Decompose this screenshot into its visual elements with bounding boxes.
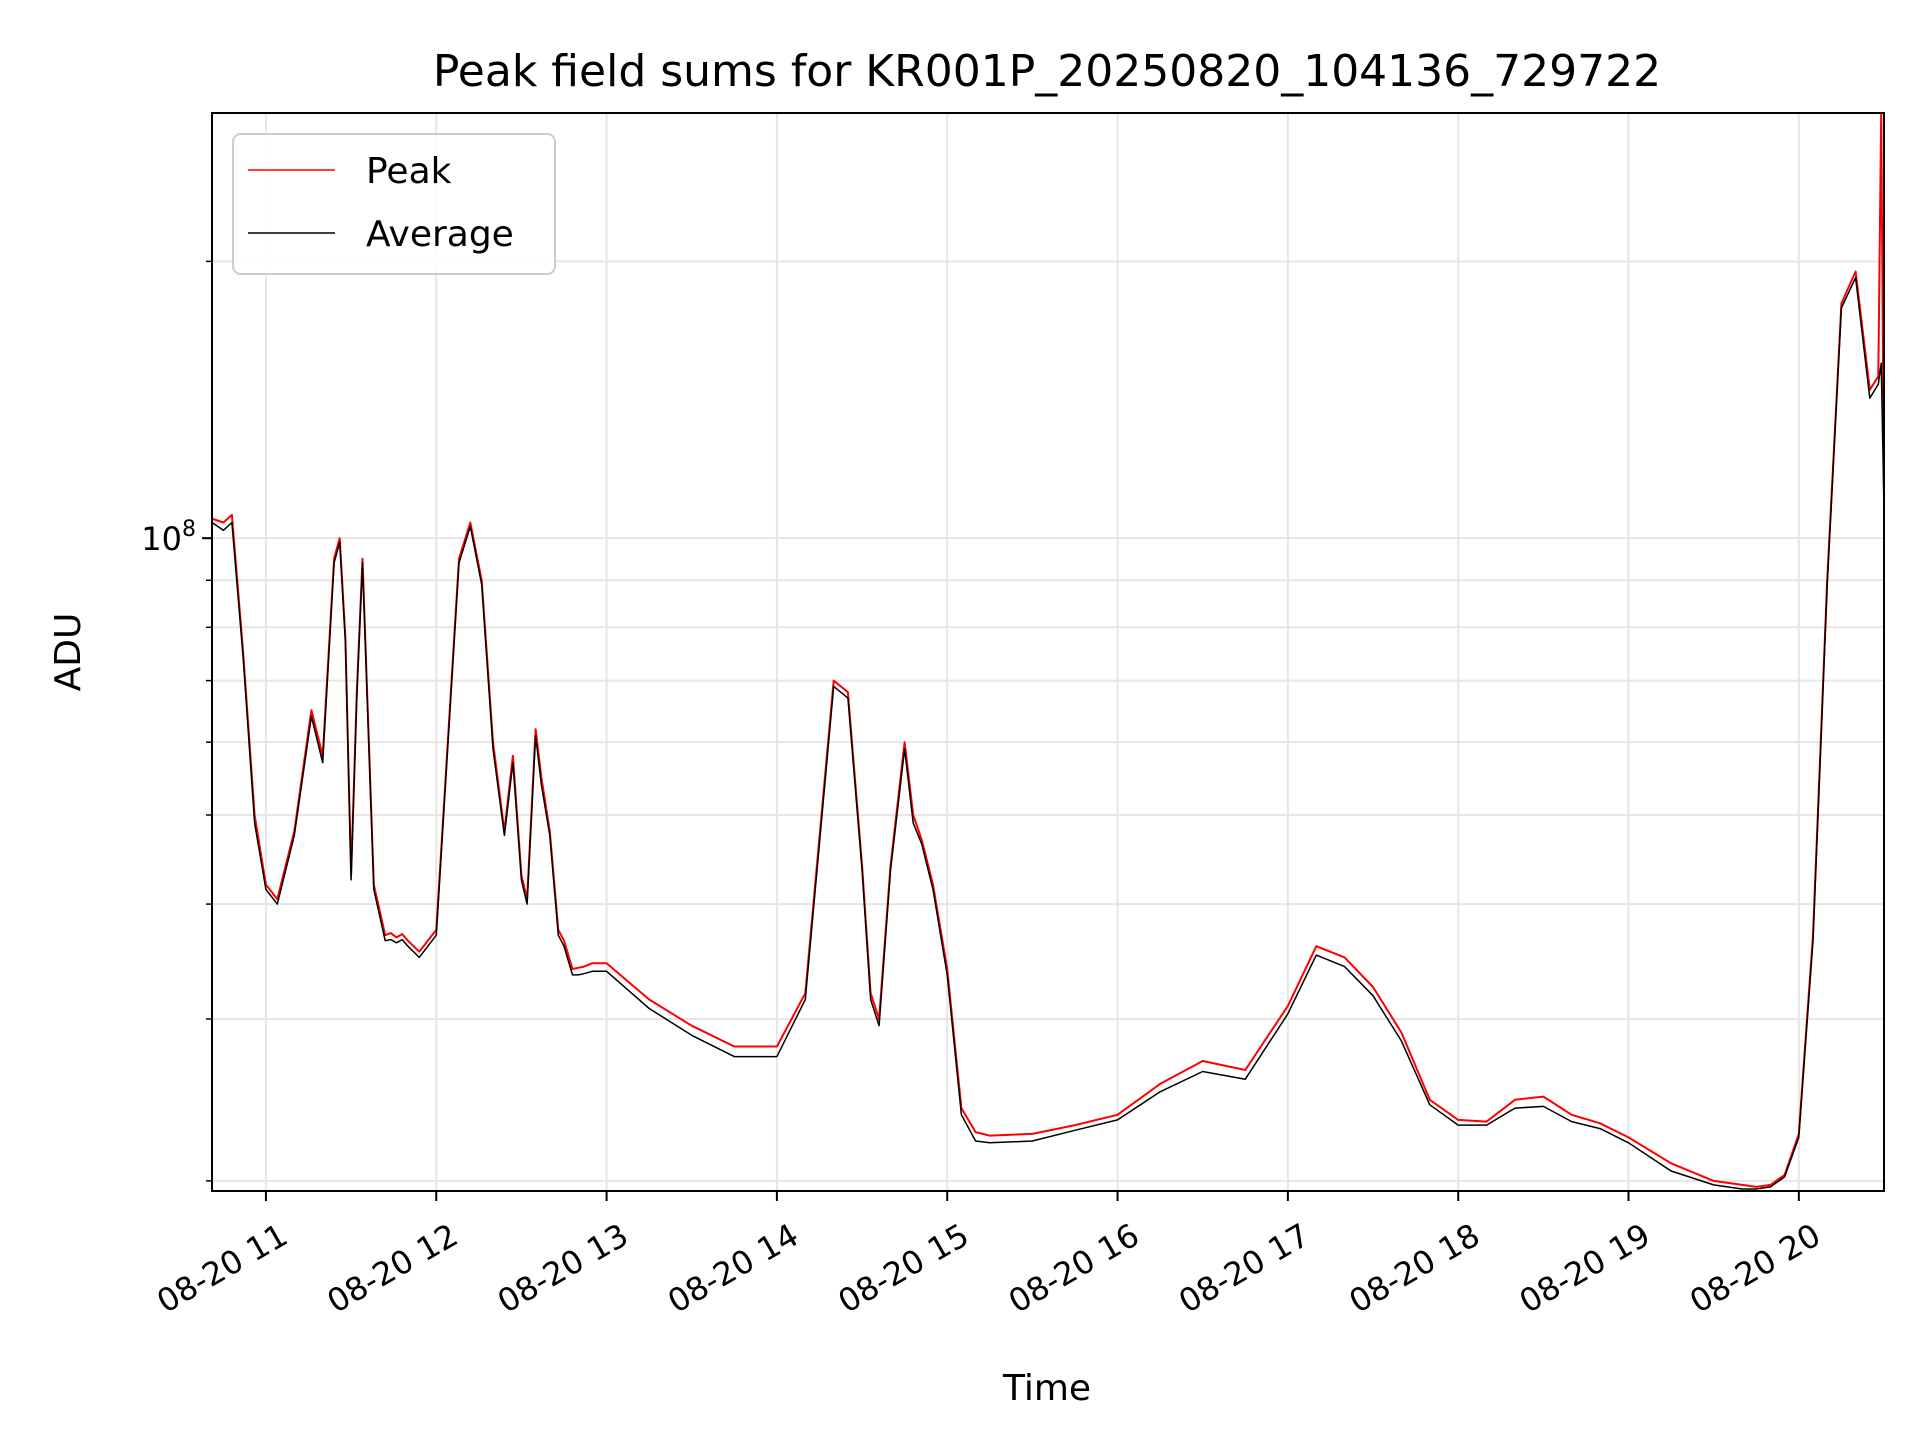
grid: [212, 113, 1884, 1191]
series-group: [211, 112, 1885, 1190]
x-axis-label: Time: [1002, 1368, 1091, 1409]
legend-box: [232, 133, 556, 275]
legend: Peak Average: [232, 133, 556, 275]
legend-label-average: Average: [366, 214, 514, 255]
series-line-average: [211, 276, 1885, 1190]
chart-title: Peak field sums for KR001P_20250820_1041…: [433, 46, 1661, 97]
plot-frame: [211, 112, 1885, 1192]
legend-label-peak: Peak: [366, 151, 452, 192]
y-axis-label: ADU: [48, 613, 89, 692]
y-axis-ticks: 108: [141, 260, 212, 1182]
y-tick-label: 108: [141, 517, 196, 558]
